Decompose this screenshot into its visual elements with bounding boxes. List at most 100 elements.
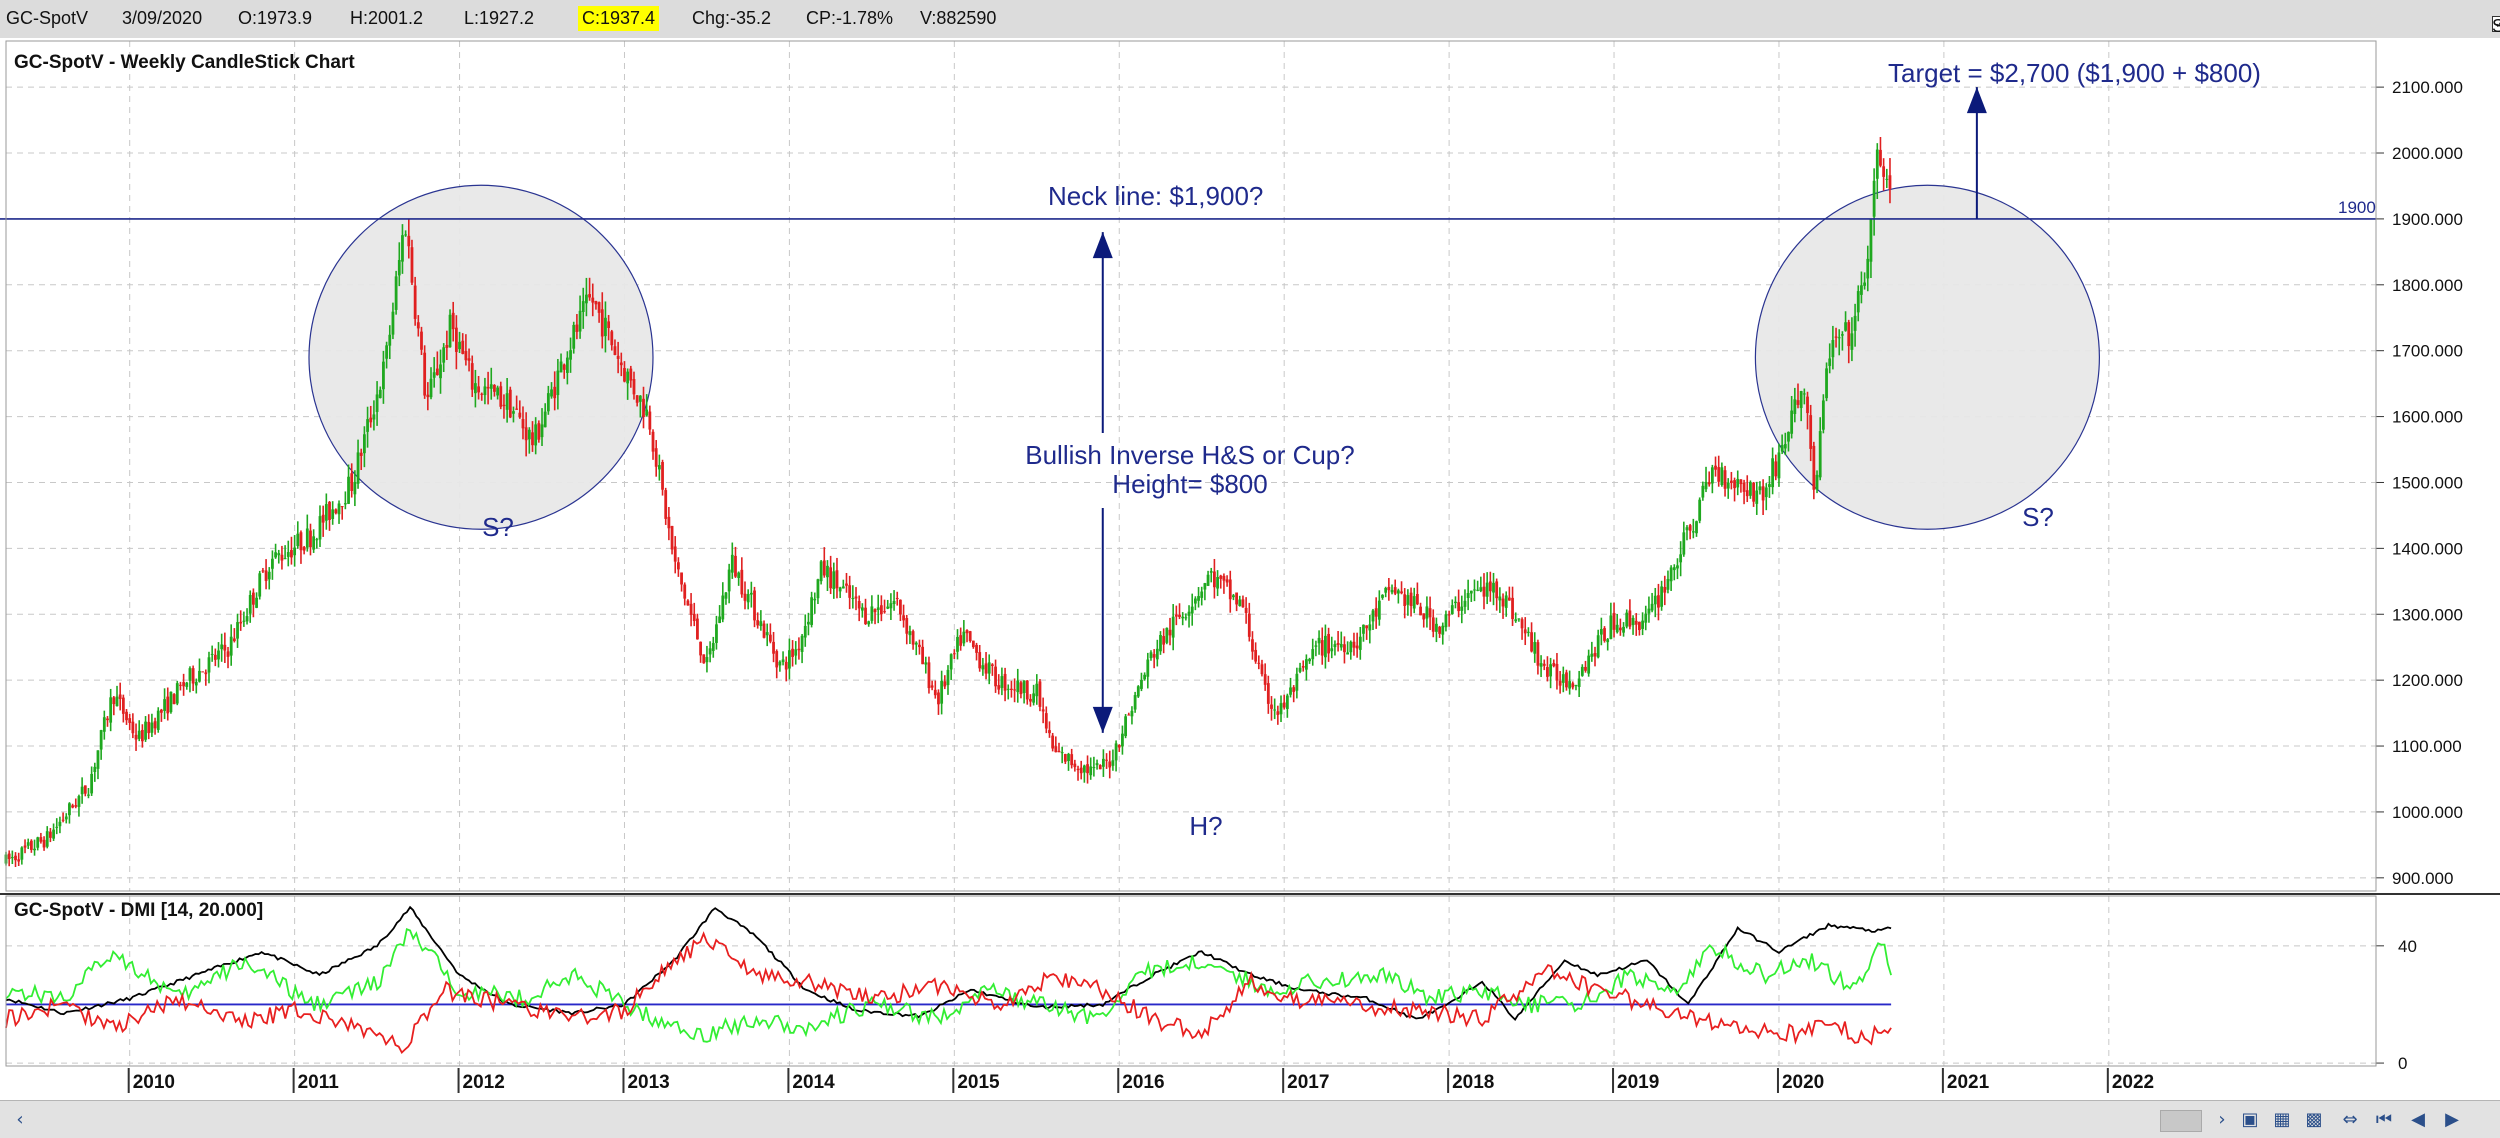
low-value: L:1927.2 bbox=[464, 8, 535, 28]
candle-body bbox=[1812, 445, 1816, 490]
candle-body bbox=[1561, 674, 1565, 683]
candle-body bbox=[299, 532, 303, 551]
candle-body bbox=[797, 648, 801, 651]
candle-body bbox=[1152, 654, 1156, 658]
candle-body bbox=[642, 398, 645, 417]
candle-body bbox=[33, 848, 36, 851]
candle-body bbox=[131, 721, 135, 734]
candle-body bbox=[1127, 714, 1131, 716]
candle-body bbox=[480, 393, 484, 395]
candle-body bbox=[163, 699, 166, 711]
candle-body bbox=[1365, 625, 1369, 629]
candle-body bbox=[315, 539, 319, 541]
candle-body bbox=[686, 600, 690, 606]
candle-body bbox=[937, 692, 940, 705]
candle-body bbox=[331, 509, 335, 519]
chevron-right-icon[interactable]: › bbox=[2218, 1109, 2226, 1130]
candle-body bbox=[1466, 593, 1470, 599]
candle-body bbox=[788, 650, 791, 669]
scroll-bar[interactable]: ‹ › ▣ ▦ ▩ ⇔ ⏮ ◀ ▶ bbox=[0, 1100, 2500, 1138]
chevron-left-icon[interactable]: ‹ bbox=[16, 1109, 24, 1130]
candle-body bbox=[546, 393, 550, 412]
prev-icon[interactable]: ◀ bbox=[2411, 1109, 2425, 1130]
candle-body bbox=[1644, 613, 1648, 623]
candle-body bbox=[1777, 452, 1781, 479]
dmi-y-axis: 0 40 bbox=[2376, 937, 2417, 1073]
candle-body bbox=[1143, 674, 1147, 680]
candle-body bbox=[1298, 667, 1302, 672]
candle-body bbox=[794, 649, 798, 656]
y-tick-label: 1800.000 bbox=[2392, 276, 2463, 295]
annotation-text: Bullish Inverse H&S or Cup? bbox=[1025, 440, 1354, 470]
candle-body bbox=[369, 417, 373, 423]
candle-body bbox=[1032, 693, 1036, 703]
symbol-label: GC-SpotV bbox=[6, 8, 89, 28]
candle-body bbox=[1856, 291, 1860, 313]
candle-body bbox=[562, 364, 566, 370]
candle-body bbox=[267, 571, 271, 580]
zoom-out-icon[interactable]: ▣ bbox=[2241, 1109, 2259, 1130]
candle-body bbox=[737, 572, 741, 578]
candle-body bbox=[1739, 479, 1743, 485]
candle-body bbox=[635, 395, 639, 403]
candle-body bbox=[140, 729, 144, 742]
candle-body bbox=[1761, 486, 1765, 501]
candle-body bbox=[1060, 752, 1064, 754]
candle-body bbox=[1603, 628, 1606, 641]
candle-body bbox=[692, 613, 696, 622]
candle-body bbox=[274, 552, 277, 558]
candle-body bbox=[1257, 662, 1261, 664]
candle-body bbox=[683, 584, 687, 599]
candle-body bbox=[1825, 368, 1828, 399]
candle-body bbox=[1634, 620, 1638, 625]
candle-body bbox=[1542, 663, 1546, 666]
candle-body bbox=[80, 786, 84, 795]
zoom-fit-icon[interactable]: ▩ bbox=[2305, 1109, 2323, 1130]
candle-body bbox=[102, 717, 106, 732]
candle-body bbox=[1051, 735, 1055, 749]
candle-body bbox=[217, 650, 220, 660]
candle-body bbox=[1479, 587, 1483, 591]
candle-body bbox=[1809, 415, 1813, 449]
candle-body bbox=[702, 654, 706, 664]
candle-body bbox=[1533, 642, 1537, 654]
candle-body bbox=[873, 609, 877, 613]
candle-body bbox=[1628, 610, 1632, 627]
candle-body bbox=[397, 260, 401, 276]
candle-body bbox=[1393, 587, 1397, 594]
candle-body bbox=[321, 514, 325, 523]
candle-body bbox=[302, 547, 306, 551]
candle-body bbox=[699, 641, 702, 656]
candle-body bbox=[378, 389, 382, 399]
x-tick-label: 2022 bbox=[2112, 1072, 2154, 1093]
candle-body bbox=[271, 558, 274, 569]
candle-body bbox=[112, 697, 116, 705]
y-tick-label: 1500.000 bbox=[2392, 473, 2463, 492]
candle-body bbox=[423, 352, 427, 396]
candle-body bbox=[1013, 689, 1016, 691]
candle-body bbox=[121, 697, 125, 714]
next-icon[interactable]: ▶ bbox=[2445, 1109, 2459, 1130]
zoom-in-icon[interactable]: ▦ bbox=[2273, 1109, 2291, 1130]
candle-body bbox=[1783, 444, 1787, 449]
candle-body bbox=[1101, 758, 1105, 767]
candle-body bbox=[1035, 683, 1039, 697]
candle-body bbox=[1473, 589, 1476, 591]
candle-body bbox=[626, 371, 630, 384]
scroll-thumb[interactable] bbox=[2160, 1110, 2202, 1132]
show-last-checkbox[interactable]: ✓ bbox=[2492, 16, 2500, 32]
candle-body bbox=[1073, 763, 1077, 768]
candle-body bbox=[1476, 589, 1480, 591]
y-tick-label: 1000.000 bbox=[2392, 803, 2463, 822]
pan-icon[interactable]: ⇔ bbox=[2342, 1109, 2358, 1130]
candle-body bbox=[45, 831, 49, 847]
first-icon[interactable]: ⏮ bbox=[2375, 1109, 2393, 1130]
candle-body bbox=[220, 644, 224, 650]
candle-body bbox=[1041, 709, 1045, 712]
candle-body bbox=[1076, 768, 1080, 771]
candle-body bbox=[1343, 644, 1346, 653]
y-tick-label: 1700.000 bbox=[2392, 342, 2463, 361]
candle-body bbox=[1219, 575, 1223, 579]
candle-body bbox=[1520, 619, 1524, 629]
candle-body bbox=[68, 803, 71, 816]
